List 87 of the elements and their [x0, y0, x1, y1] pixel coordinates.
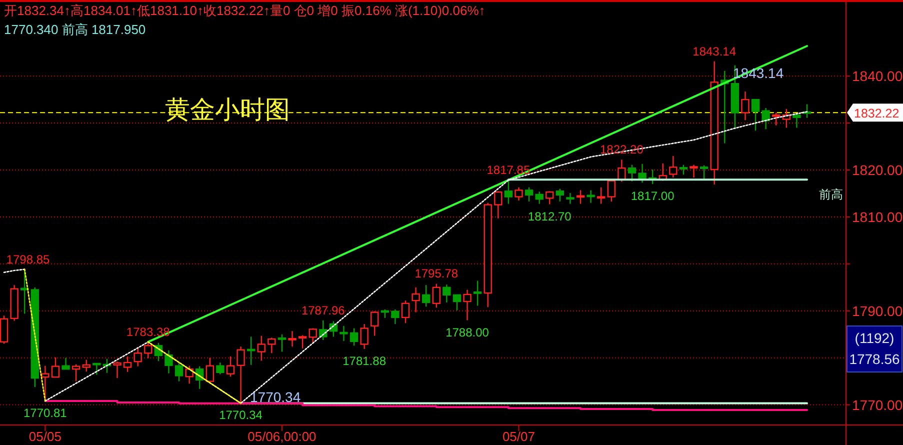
candlestick — [772, 112, 780, 126]
candlestick — [350, 328, 358, 346]
annotation: 1781.88 — [342, 354, 386, 368]
annotation: 1795.78 — [414, 266, 458, 281]
text: 1778.56 — [849, 351, 900, 367]
candlestick — [762, 107, 770, 130]
candlestick — [340, 325, 348, 342]
candlestick — [268, 337, 276, 354]
candlestick — [535, 191, 544, 204]
annotation: 1817.00 — [630, 189, 675, 204]
candlestick — [236, 346, 245, 404]
candlestick — [41, 365, 50, 402]
y-tick-label: 1840.00 — [852, 68, 903, 84]
candlestick — [690, 164, 698, 178]
candlestick — [185, 365, 194, 384]
candlestick — [82, 359, 90, 372]
annotation: 1788.00 — [446, 325, 490, 340]
candlestick — [751, 98, 760, 132]
candlestick — [566, 192, 574, 204]
x-tick-label: 05/07 — [502, 429, 536, 444]
annotation: 1817.85 — [486, 163, 530, 178]
candlestick — [206, 357, 214, 383]
candlestick — [288, 330, 296, 348]
candlestick — [62, 357, 70, 370]
candlestick — [463, 289, 472, 321]
candlestick — [226, 356, 235, 378]
x-tick-label: 05/05 — [28, 429, 62, 444]
series-label: 前高 — [819, 188, 843, 202]
candlestick — [412, 286, 420, 313]
candlestick — [360, 323, 368, 350]
candlestick — [679, 164, 688, 176]
y-tick-label: 1810.00 — [852, 208, 903, 225]
candlestick — [370, 310, 379, 336]
candlestick — [669, 155, 678, 178]
candlestick — [597, 186, 606, 204]
candlestick — [216, 362, 224, 375]
candlestick — [556, 188, 564, 202]
candlestick — [792, 114, 801, 128]
candlestick — [524, 186, 534, 202]
candlestick — [123, 356, 132, 373]
candlestick — [586, 190, 595, 204]
candlestick — [0, 314, 8, 344]
candlestick — [144, 341, 152, 359]
candlestick — [576, 190, 585, 204]
candlestick — [700, 164, 708, 180]
annotation: 1770.34 — [250, 389, 301, 405]
candlestick — [134, 346, 142, 367]
candlestick — [257, 335, 266, 362]
y-tick-label: 1820.00 — [852, 162, 903, 178]
candlestick — [401, 300, 410, 324]
candlestick — [20, 268, 29, 314]
candlestick — [113, 361, 122, 379]
annotation: 1843.14 — [692, 44, 736, 58]
candlestick — [308, 328, 317, 344]
x-tick-label: 05/06,00:00 — [248, 429, 316, 444]
y-tick-label: 1770.00 — [852, 396, 903, 413]
candlestick — [504, 179, 513, 204]
candlestick — [174, 362, 184, 382]
candlestick — [514, 186, 523, 202]
annotation: 1770.34 — [219, 408, 263, 422]
candlestick — [442, 284, 451, 304]
candlestick — [494, 190, 502, 219]
annotation: 1783.38 — [126, 324, 170, 339]
candlestick — [92, 362, 101, 376]
ref-line-label: 1832.22 — [854, 106, 900, 121]
text: (1192) — [854, 330, 894, 346]
candlestick — [391, 308, 400, 325]
candlestick — [422, 284, 430, 308]
candlestick — [741, 90, 750, 121]
chart-title: 开1832.34↑高1834.01↑低1831.10↑收1832.22↑量0 仓0 增0 振0.16% 涨(1.10)0.06%↑ — [4, 3, 486, 18]
annotation: 1812.70 — [528, 209, 572, 224]
candlestick — [473, 280, 482, 306]
candlestick — [546, 190, 554, 205]
annotation: 1798.85 — [6, 252, 50, 266]
candlestick — [164, 350, 173, 374]
candlestick — [51, 356, 60, 378]
candlestick — [298, 334, 307, 350]
y-tick-label: 1790.00 — [852, 302, 903, 319]
candlestick — [278, 334, 286, 352]
annotation: 1770.81 — [23, 406, 68, 420]
candlestick — [607, 179, 616, 202]
candlestick — [452, 294, 462, 312]
annotation: 1787.96 — [301, 303, 346, 318]
candlestick — [72, 364, 80, 382]
candlestick — [628, 164, 636, 182]
candlestick — [432, 283, 440, 308]
text: 1770.340 前高 1817.950 — [4, 22, 146, 37]
